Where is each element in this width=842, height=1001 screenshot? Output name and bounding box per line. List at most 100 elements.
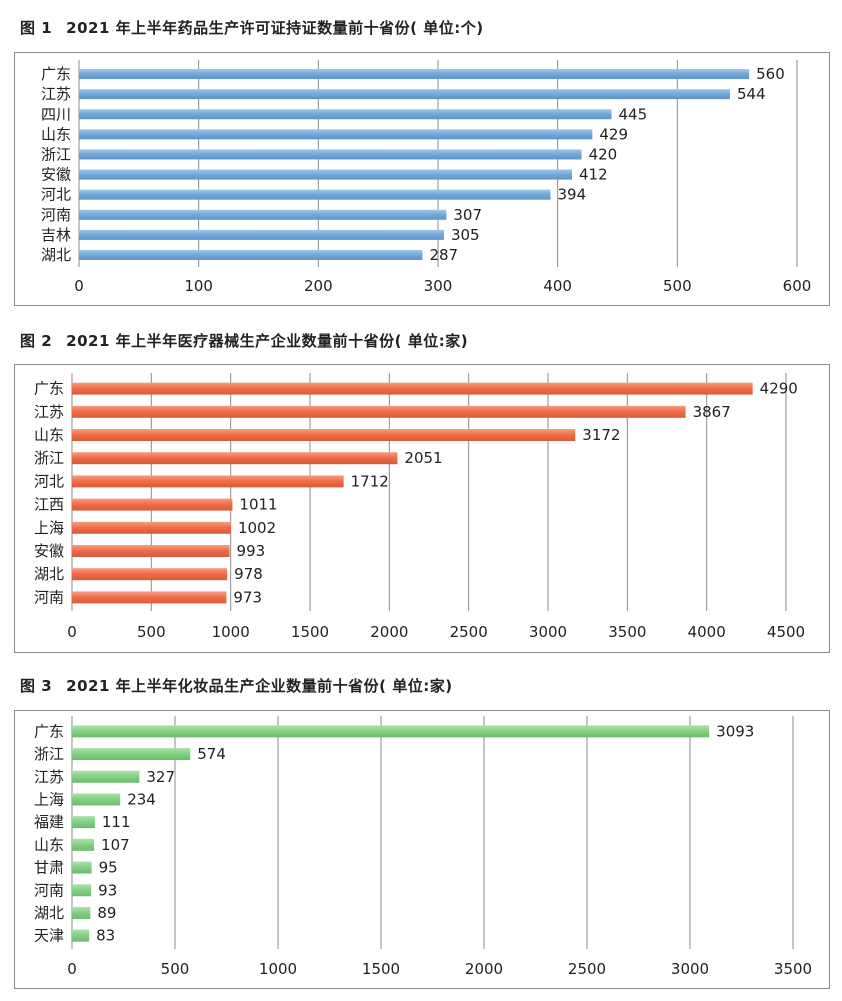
bar [79, 169, 573, 180]
data-label: 89 [97, 904, 116, 922]
data-label: 83 [96, 927, 115, 945]
bar [72, 816, 95, 829]
data-label: 1712 [351, 472, 389, 490]
bar [79, 69, 750, 80]
chart-1-frame: 0 100 200 300 400 500 600 广东 560 江苏 544 四川 445 山东 429 浙… [14, 52, 830, 306]
x-tick-label: 100 [184, 277, 213, 295]
chart-2-svg: 0 500 1000 1500 2000 2500 3000 3500 4000 4500 广东 42… [34, 373, 805, 641]
x-tick-label: 3000 [671, 960, 709, 978]
x-tick-label: 2500 [568, 960, 606, 978]
x-tick-label: 3000 [529, 623, 567, 641]
bar [72, 929, 90, 942]
bar [72, 521, 231, 534]
x-tick-label: 1500 [362, 960, 400, 978]
figure-3-caption: 2021 年上半年化妆品生产企业数量前十省份( 单位:家) [66, 677, 453, 695]
figure-1-caption: 2021 年上半年药品生产许可证持证数量前十省份( 单位:个) [66, 19, 484, 37]
category-label: 江西 [34, 496, 64, 514]
bar [79, 249, 423, 260]
category-label: 广东 [34, 380, 64, 398]
data-label: 4290 [760, 380, 798, 398]
category-label: 甘肃 [34, 859, 64, 877]
bar [72, 861, 92, 874]
x-tick-label: 0 [67, 623, 77, 641]
bar [79, 189, 551, 200]
bar [72, 884, 92, 897]
category-label: 江苏 [34, 768, 64, 786]
data-label: 973 [233, 588, 262, 606]
figure-1-title: 图 1 2021 年上半年药品生产许可证持证数量前十省份( 单位:个) [20, 17, 498, 38]
bar [72, 725, 710, 738]
data-label: 394 [557, 186, 586, 204]
data-label: 1011 [239, 496, 277, 514]
category-label: 湖北 [34, 565, 64, 583]
bar [72, 405, 686, 418]
x-tick-label: 200 [304, 277, 333, 295]
bar [79, 209, 447, 220]
figure-2-caption: 2021 年上半年医疗器械生产企业数量前十省份( 单位:家) [66, 332, 469, 350]
category-label: 山东 [41, 125, 71, 143]
category-label: 上海 [34, 519, 64, 537]
category-label: 吉林 [41, 226, 71, 244]
bar [72, 382, 753, 395]
chart-3-svg: 0 500 1000 1500 2000 2500 3000 3500 广东 3093 浙江 574 江… [34, 716, 812, 978]
bar [79, 149, 582, 160]
x-tick-label: 600 [783, 277, 812, 295]
x-tick-label: 2000 [465, 960, 503, 978]
category-label: 浙江 [34, 449, 64, 467]
x-tick-label: 2000 [370, 623, 408, 641]
category-label: 浙江 [34, 745, 64, 763]
bar [79, 129, 593, 140]
data-label: 305 [451, 226, 480, 244]
category-label: 湖北 [34, 904, 64, 922]
bar [72, 838, 95, 851]
bar [72, 429, 576, 441]
data-label: 412 [579, 166, 608, 184]
data-label: 95 [99, 859, 118, 877]
data-label: 993 [237, 542, 266, 560]
x-tick-label: 500 [663, 277, 692, 295]
x-tick-label: 4500 [767, 623, 805, 641]
category-label: 江苏 [41, 85, 71, 103]
data-label: 978 [234, 565, 263, 583]
bar [72, 591, 227, 604]
category-label: 河北 [41, 186, 71, 204]
figure-1-number: 图 1 [20, 19, 53, 37]
bar [72, 568, 228, 581]
category-label: 湖北 [41, 246, 71, 264]
data-label: 3093 [716, 722, 754, 740]
category-label: 河南 [34, 588, 64, 606]
data-label: 1002 [238, 519, 276, 537]
bar [72, 498, 233, 511]
x-tick-label: 300 [424, 277, 453, 295]
category-label: 山东 [34, 426, 64, 444]
x-tick-label: 4000 [688, 623, 726, 641]
category-label: 福建 [34, 813, 64, 831]
bar [72, 545, 230, 557]
bar [72, 770, 140, 783]
x-tick-label: 3500 [774, 960, 812, 978]
figure-2-title: 图 2 2021 年上半年医疗器械生产企业数量前十省份( 单位:家) [20, 330, 482, 351]
data-label: 307 [453, 206, 482, 224]
data-label: 574 [197, 745, 226, 763]
category-label: 广东 [41, 65, 71, 83]
category-label: 山东 [34, 836, 64, 854]
data-label: 107 [101, 836, 130, 854]
data-label: 544 [737, 85, 766, 103]
bar [79, 229, 444, 240]
x-tick-label: 0 [74, 277, 84, 295]
data-label: 3172 [582, 426, 620, 444]
category-label: 江苏 [34, 403, 64, 421]
category-label: 上海 [34, 790, 64, 808]
bar [72, 452, 398, 465]
category-label: 四川 [41, 105, 71, 123]
data-label: 327 [146, 768, 175, 786]
category-label: 河南 [34, 881, 64, 899]
x-tick-label: 3500 [608, 623, 646, 641]
data-label: 429 [599, 125, 628, 143]
x-tick-label: 1500 [291, 623, 329, 641]
x-tick-label: 2500 [450, 623, 488, 641]
x-tick-label: 0 [67, 960, 77, 978]
bar [79, 109, 612, 120]
x-tick-label: 1000 [259, 960, 297, 978]
x-tick-label: 400 [543, 277, 572, 295]
